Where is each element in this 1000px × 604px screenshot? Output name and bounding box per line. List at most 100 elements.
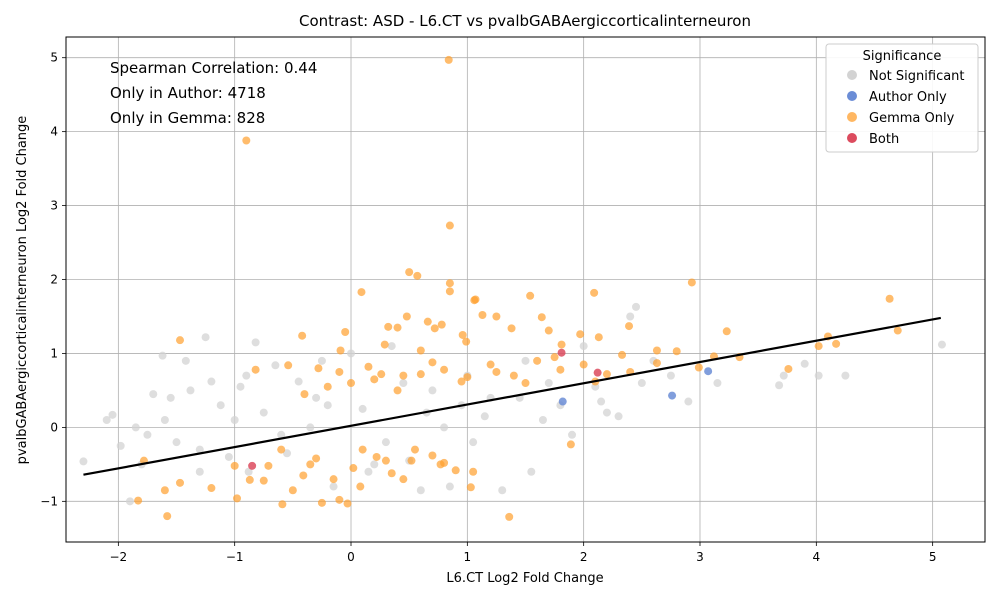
point-gemma-only <box>251 365 260 374</box>
point-gemma-only <box>428 451 437 460</box>
point-gemma-only <box>288 486 297 495</box>
point-author-only <box>558 397 567 406</box>
annotation-spearman: Spearman Correlation: 0.44 <box>110 59 317 77</box>
point-gemma-only <box>407 456 416 465</box>
point-gemma-only <box>445 221 454 230</box>
point-not-significant <box>713 379 722 388</box>
x-axis-title: L6.CT Log2 Fold Change <box>446 571 603 586</box>
point-gemma-only <box>832 339 841 348</box>
point-not-significant <box>521 356 530 365</box>
point-gemma-only <box>579 360 588 369</box>
point-gemma-only <box>652 346 661 355</box>
point-not-significant <box>684 397 693 406</box>
x-tick-label: −1 <box>226 550 244 564</box>
point-gemma-only <box>377 370 386 379</box>
point-gemma-only <box>399 371 408 380</box>
point-not-significant <box>195 445 204 454</box>
point-gemma-only <box>387 469 396 478</box>
point-not-significant <box>666 371 675 380</box>
point-not-significant <box>181 356 190 365</box>
point-gemma-only <box>381 456 390 465</box>
point-gemma-only <box>277 445 286 454</box>
point-gemma-only <box>458 330 467 339</box>
point-gemma-only <box>457 377 466 386</box>
point-gemma-only <box>278 500 287 509</box>
point-gemma-only <box>466 483 475 492</box>
point-gemma-only <box>306 460 315 469</box>
point-not-significant <box>207 377 216 386</box>
point-gemma-only <box>652 359 661 368</box>
point-gemma-only <box>509 371 518 380</box>
point-not-significant <box>160 416 169 425</box>
legend-marker-not-significant <box>847 70 857 80</box>
point-gemma-only <box>594 333 603 342</box>
legend-marker-author-only <box>847 91 857 101</box>
point-not-significant <box>294 377 303 386</box>
point-gemma-only <box>335 495 344 504</box>
x-tick-label: −2 <box>109 550 127 564</box>
point-not-significant <box>116 441 125 450</box>
point-gemma-only <box>470 296 479 305</box>
point-gemma-only <box>463 373 472 382</box>
point-not-significant <box>428 386 437 395</box>
point-gemma-only <box>537 313 546 322</box>
point-gemma-only <box>694 363 703 372</box>
point-gemma-only <box>440 365 449 374</box>
y-tick-label: 0 <box>50 420 58 434</box>
point-gemma-only <box>312 454 321 463</box>
point-gemma-only <box>544 326 553 335</box>
point-gemma-only <box>478 311 487 320</box>
point-not-significant <box>579 342 588 351</box>
point-both <box>593 368 602 377</box>
point-gemma-only <box>323 382 332 391</box>
point-gemma-only <box>526 291 535 300</box>
point-not-significant <box>937 340 946 349</box>
annotation-gemma-only: Only in Gemma: 828 <box>110 109 265 127</box>
point-gemma-only <box>399 475 408 484</box>
point-gemma-only <box>416 346 425 355</box>
point-gemma-only <box>784 364 793 373</box>
point-gemma-only <box>428 358 437 367</box>
point-not-significant <box>381 438 390 447</box>
point-not-significant <box>312 393 321 402</box>
legend-label-not-significant: Not Significant <box>869 69 965 84</box>
point-gemma-only <box>440 458 449 467</box>
point-not-significant <box>364 467 373 476</box>
point-not-significant <box>259 408 268 417</box>
point-not-significant <box>216 401 225 410</box>
x-tick-label: 0 <box>347 550 355 564</box>
y-tick-label: 1 <box>50 346 58 360</box>
data-points <box>79 55 946 521</box>
annotation-author-only: Only in Author: 4718 <box>110 84 266 102</box>
point-both <box>557 348 566 357</box>
point-not-significant <box>108 410 117 419</box>
point-gemma-only <box>416 370 425 379</box>
point-gemma-only <box>317 498 326 507</box>
point-gemma-only <box>405 268 414 277</box>
point-not-significant <box>186 386 195 395</box>
point-gemma-only <box>336 346 345 355</box>
point-gemma-only <box>233 494 242 503</box>
x-tick-label: 1 <box>464 550 472 564</box>
point-gemma-only <box>445 287 454 296</box>
y-tick-label: 3 <box>50 199 58 213</box>
point-gemma-only <box>492 367 501 376</box>
point-not-significant <box>399 379 408 388</box>
point-not-significant <box>149 390 158 399</box>
point-gemma-only <box>492 312 501 321</box>
point-not-significant <box>568 430 577 439</box>
point-gemma-only <box>335 367 344 376</box>
point-gemma-only <box>550 353 559 362</box>
point-gemma-only <box>364 362 373 371</box>
point-gemma-only <box>445 279 454 288</box>
point-gemma-only <box>566 440 575 449</box>
point-gemma-only <box>259 476 268 485</box>
point-author-only <box>668 391 677 400</box>
point-gemma-only <box>207 484 216 493</box>
y-tick-label: 5 <box>50 51 58 65</box>
point-not-significant <box>329 482 338 491</box>
point-not-significant <box>637 379 646 388</box>
point-gemma-only <box>423 317 432 326</box>
